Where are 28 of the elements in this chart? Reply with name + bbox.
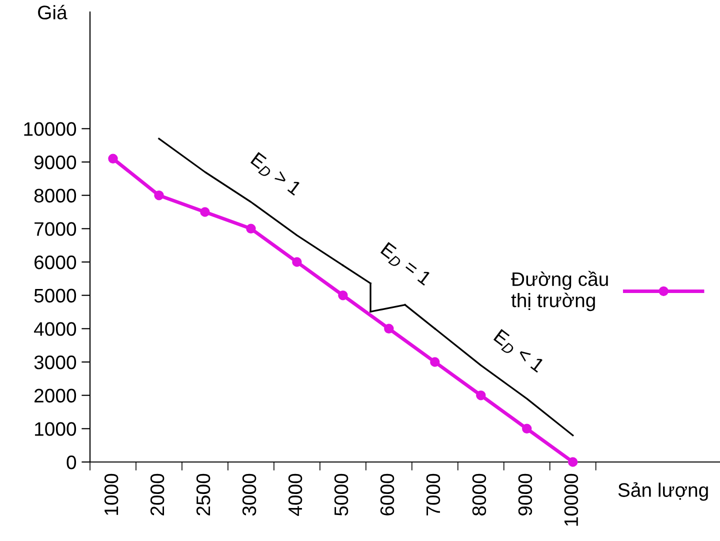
y-tick-label: 5000 xyxy=(34,288,76,303)
y-tick-label: 1000 xyxy=(35,422,76,436)
x-tick-label: 1000 xyxy=(104,474,118,515)
y-tick-label: 0 xyxy=(66,455,76,470)
x-tick-label: 7000 xyxy=(426,474,440,516)
x-tick-label: 9000 xyxy=(518,474,532,516)
x-axis-title: Sản lượng xyxy=(618,482,708,501)
x-tick-label: 6000 xyxy=(380,474,394,516)
y-tick-label: 7000 xyxy=(34,222,76,236)
y-tick-label: 2000 xyxy=(34,388,76,403)
y-tick-label: 9000 xyxy=(34,155,76,170)
y-axis-title: Giá xyxy=(38,4,68,20)
x-tick-label: 3000 xyxy=(242,474,256,516)
y-tick-label: 10000 xyxy=(24,122,76,136)
y-tick-label: 3000 xyxy=(34,355,76,370)
x-tick-label: 5000 xyxy=(334,474,348,516)
x-tick-label: 10000 xyxy=(564,474,578,526)
y-tick-label: 4000 xyxy=(34,322,76,336)
annotation: E$_{D}$ = 1 xyxy=(378,242,432,288)
x-tick-label: 4000 xyxy=(288,474,302,516)
y-tick-label: 6000 xyxy=(34,255,76,270)
x-tick-label: 2000 xyxy=(150,474,164,516)
y-tick-label: 8000 xyxy=(34,188,76,203)
legend-label: Đường cầu thị trường xyxy=(511,270,608,312)
x-tick-label: 2500 xyxy=(196,474,210,516)
annotation: E$_{D}$ > 1 xyxy=(248,152,302,198)
x-tick-label: 8000 xyxy=(472,474,486,516)
annotation: E$_{D}$ < 1 xyxy=(492,329,546,376)
